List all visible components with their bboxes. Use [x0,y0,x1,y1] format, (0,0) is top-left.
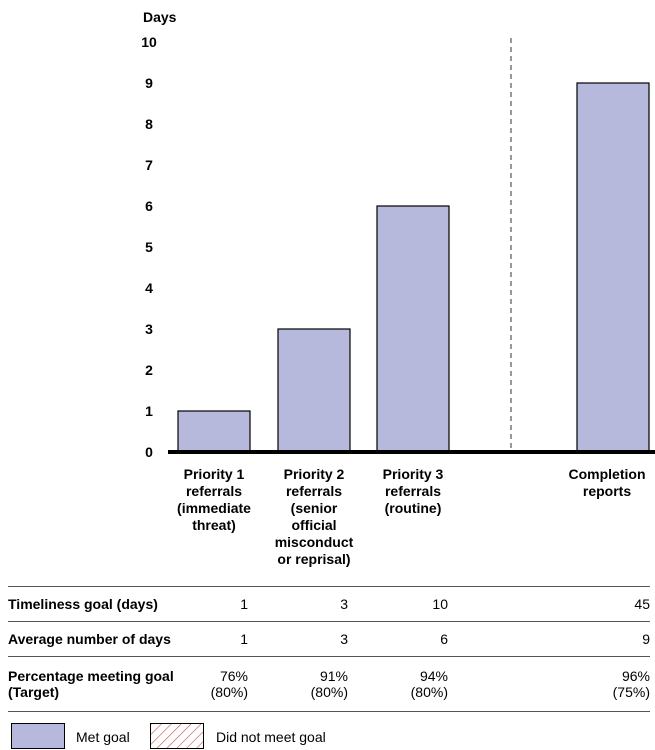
table-cell: 6 [440,631,448,647]
y-tick-label: 8 [145,116,153,132]
row-label: Timeliness goal (days) [8,596,158,612]
legend-not-met-swatch [150,723,204,749]
x-category-label: Completion reports [568,466,646,499]
row-label: Percentage meeting goal (Target) [8,668,174,700]
bars [177,82,650,453]
legend-not-met-label: Did not meet goal [216,729,326,745]
table-cell: 94% (80%) [410,668,448,700]
y-tick-label: 2 [145,362,153,378]
y-tick-label: 9 [145,75,153,91]
table-cell: 3 [340,596,348,612]
table-cell: 10 [432,596,448,612]
bar [277,328,351,453]
y-axis-title: Days [143,9,177,25]
y-tick-label: 3 [145,321,153,337]
y-tick-label: 6 [145,198,153,214]
y-tick-label: 5 [145,239,153,255]
table-row: Percentage meeting goal (Target) 76% (80%… [8,656,650,712]
table-cell: 3 [340,631,348,647]
y-tick-label: 10 [141,34,157,50]
table-cell: 1 [240,596,248,612]
table-cell: 1 [240,631,248,647]
x-category-label: Priority 2 referrals (senior official miscon… [274,466,354,567]
bar [376,205,450,453]
row-label: Average number of days [8,631,171,647]
y-tick-label: 0 [145,444,153,460]
y-tick-label: 1 [145,403,153,419]
table-cell: 96% (75%) [612,668,650,700]
y-tick-label: 4 [145,280,153,296]
x-category-label: Priority 1 referrals (immediate threat) [177,466,251,533]
table-row: Average number of days 1 3 6 9 [8,621,650,657]
table-row: Timeliness goal (days) 1 3 10 45 [8,586,650,622]
table-cell: 91% (80%) [310,668,348,700]
summary-table: Timeliness goal (days) 1 3 10 45 Average… [8,586,650,712]
table-cell: 9 [642,631,650,647]
y-tick-label: 7 [145,157,153,173]
y-axis-ticks: 0 1 2 3 4 5 6 7 8 9 10 [141,34,157,460]
table-cell: 45 [634,596,650,612]
bar [177,410,251,453]
bar [576,82,650,453]
legend-met-label: Met goal [76,729,130,745]
x-category-label: Priority 3 referrals (routine) [382,466,444,516]
bar-chart: Days 0 1 2 3 4 5 6 7 8 9 10 [141,9,655,460]
table-cell: 76% (80%) [210,668,248,700]
legend-met-swatch [11,723,65,749]
